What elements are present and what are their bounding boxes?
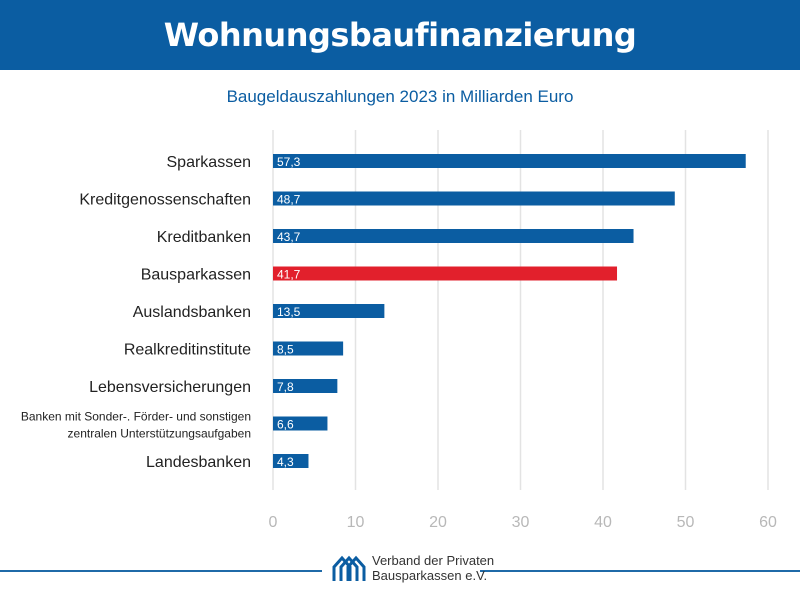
data-label: 13,5 [277,305,301,319]
logo-line1: Verband der Privaten [372,553,495,568]
bar [273,266,618,281]
data-label: 6,6 [277,418,294,432]
data-label: 48,7 [277,193,301,207]
category-label: Kreditgenossenschaften [79,192,251,209]
bar [273,341,344,356]
category-label: Auslandsbanken [133,304,251,321]
x-tick-label: 60 [759,514,777,531]
bar [273,379,338,393]
category-label: Lebensversicherungen [89,379,251,396]
logo-line2: Bausparkassen e.V. [372,568,488,583]
bar [273,191,675,206]
data-label: 57,3 [277,155,301,169]
category-label: Banken mit Sonder-. Förder- und sonstige… [21,410,251,424]
footer-line-left [0,570,322,572]
data-label: 4,3 [277,455,294,469]
category-label: Realkreditinstitute [124,342,251,359]
category-label: Landesbanken [146,454,251,471]
header-banner: Wohnungsbaufinanzierung [0,0,800,70]
data-label: 41,7 [277,268,301,282]
data-label: 8,5 [277,343,294,357]
chart-subtitle: Baugeldauszahlungen 2023 in Milliarden E… [226,87,574,106]
bar [273,229,634,243]
x-tick-label: 20 [429,514,447,531]
x-tick-label: 40 [594,514,612,531]
category-label: Kreditbanken [157,229,251,246]
category-label: Sparkassen [167,154,252,171]
x-tick-label: 30 [512,514,530,531]
bar [273,454,309,468]
category-label: Bausparkassen [141,267,251,284]
chart-title: Wohnungsbaufinanzierung [163,16,637,54]
logo: Verband der Privaten Bausparkassen e.V. [332,553,494,583]
data-label: 7,8 [277,380,294,394]
houses-logo-icon [332,555,366,581]
bar [273,304,385,318]
data-label: 43,7 [277,230,301,244]
x-tick-label: 10 [347,514,365,531]
x-tick-label: 0 [269,514,278,531]
footer-line-right [480,570,800,572]
x-tick-label: 50 [677,514,695,531]
category-label: zentralen Unterstützungsaufgaben [68,427,251,441]
bar [273,416,328,431]
bar [273,154,746,168]
